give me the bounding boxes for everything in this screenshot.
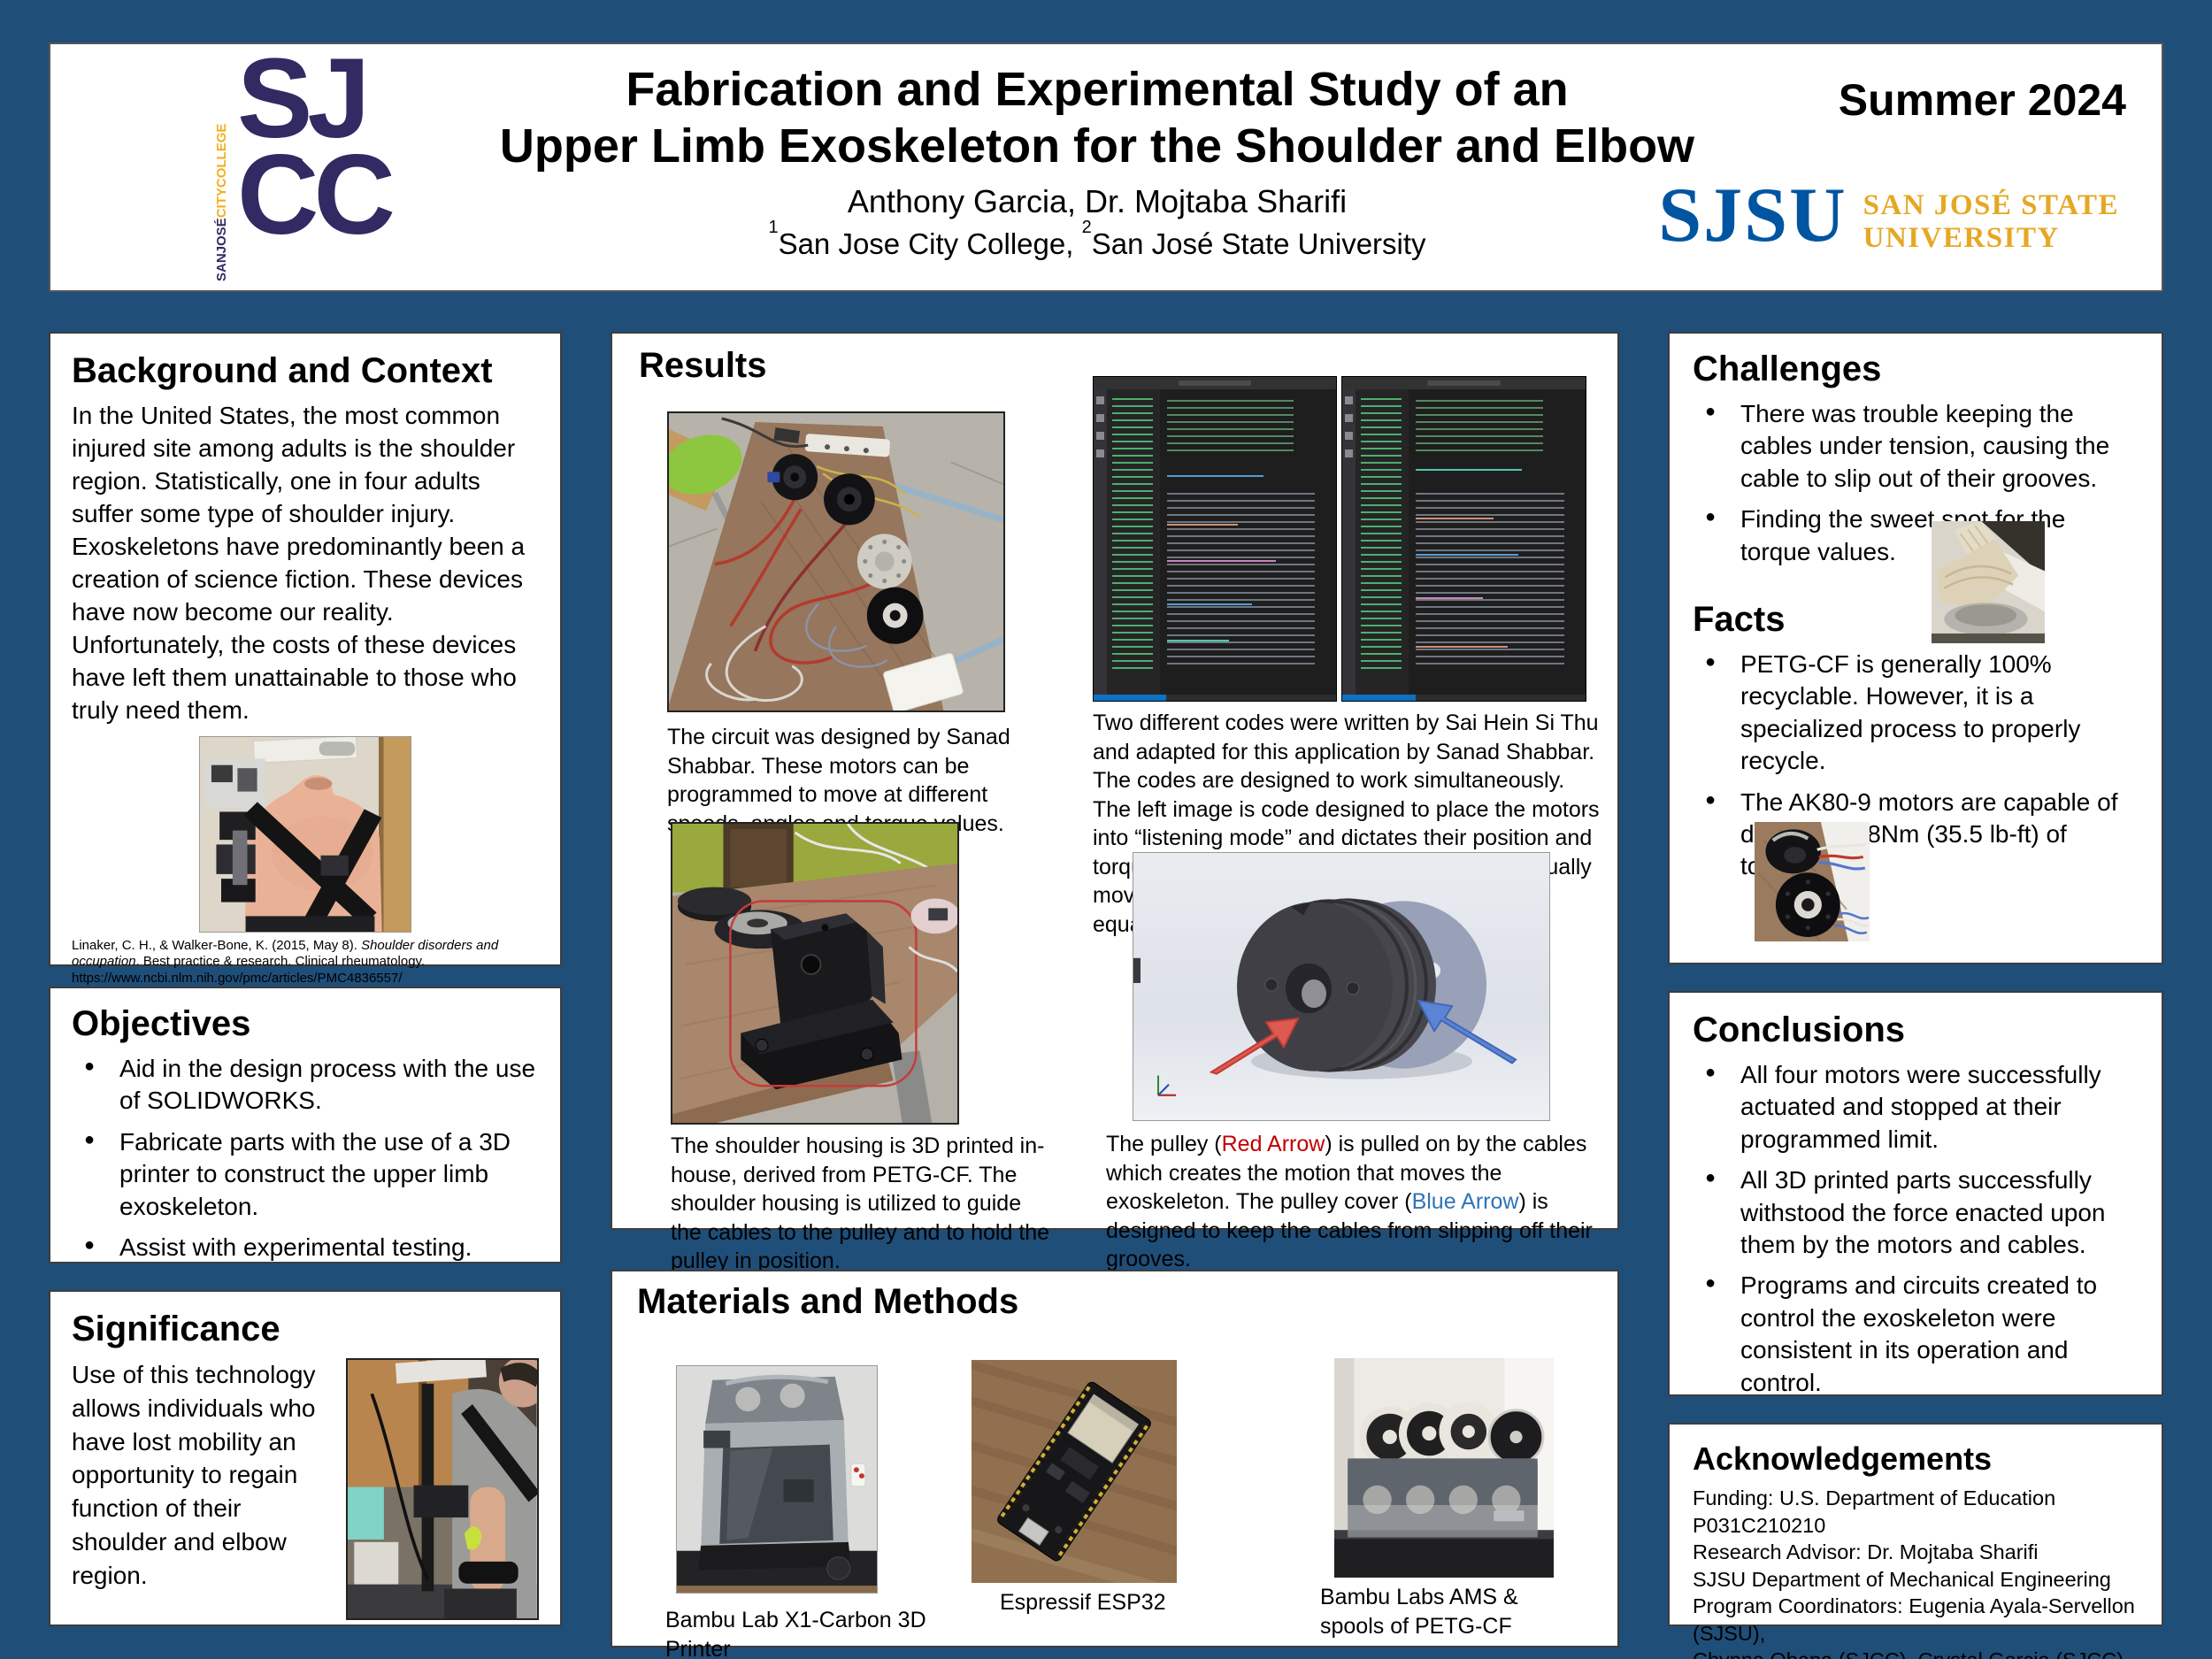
section-results: Results xyxy=(611,332,1619,1273)
conclusions-list: All four motors were successfully actuat… xyxy=(1693,1059,2139,1399)
sjcc-letters-row1: SJ xyxy=(237,35,371,162)
motor-circuit-photo xyxy=(667,411,1005,712)
pulley-caption-post: ) is designed to keep the cables from sl… xyxy=(1106,1189,1593,1271)
sjsu-abbr: SJSU xyxy=(1658,173,1847,258)
list-item: Aid in the design process with the use o… xyxy=(72,1053,539,1118)
code-window-right xyxy=(1341,376,1586,702)
sjsu-name-line1: SAN JOSÉ STATE xyxy=(1863,189,2119,221)
section-materials: Materials and Methods xyxy=(611,1270,1619,1659)
citation-italic: Shoulder disorders and occupation xyxy=(72,937,499,970)
list-item: There was trouble keeping the cables und… xyxy=(1693,398,2139,495)
pulley-caption: The pulley (Red Arrow) is pulled on by t… xyxy=(1106,1130,1609,1274)
sjcc-vertical-purple: SANJOSÉ xyxy=(214,218,229,281)
conclusions-heading: Conclusions xyxy=(1693,1010,1906,1049)
ack-line: Program Coordinators: Eugenia Ayala-Serv… xyxy=(1693,1594,2135,1645)
circuit-caption: The circuit was designed by Sanad Shabba… xyxy=(667,725,1010,836)
objectives-list: Aid in the design process with the use o… xyxy=(72,1053,539,1263)
facts-heading: Facts xyxy=(1693,599,1786,639)
affil2: San José State University xyxy=(1091,227,1426,261)
ams-caption: Bambu Labs AMS & spools of PETG-CF xyxy=(1320,1585,1518,1639)
affil2-sup: 2 xyxy=(1081,218,1092,238)
printer-caption: Bambu Lab X1-Carbon 3D Printer xyxy=(665,1608,926,1659)
pulley-caption-blue-arrow: Blue Arrow xyxy=(1411,1189,1519,1214)
citation-pre: Linaker, C. H., & Walker-Bone, K. (2015,… xyxy=(72,937,362,953)
section-background: Background and Context In the United Sta… xyxy=(49,332,562,986)
ack-line: Research Advisor: Dr. Mojtaba Sharifi xyxy=(1693,1540,2039,1564)
list-item: Assist with experimental testing. xyxy=(72,1232,539,1263)
poster-title-line2: Upper Limb Exoskeleton for the Shoulder … xyxy=(499,119,1695,173)
pulley-caption-pre: The pulley ( xyxy=(1106,1132,1222,1156)
ak80-motors-photo xyxy=(1755,822,1870,942)
significance-body: Use of this technology allows individual… xyxy=(72,1361,316,1589)
pulley-cad-image xyxy=(1133,852,1550,1121)
sjcc-logo: SANJOSÉCITYCOLLEGE SJ CC xyxy=(214,42,400,283)
list-item: All four motors were successfully actuat… xyxy=(1693,1059,2139,1156)
section-challenges-facts: Challenges There was trouble keeping the… xyxy=(1668,332,2163,964)
shoulder-housing-photo xyxy=(671,822,959,1125)
list-item: PETG-CF is generally 100% recyclable. Ho… xyxy=(1693,649,2139,778)
affiliations: 1San Jose City College, 2San José State … xyxy=(475,218,1719,261)
sjsu-logo: SJSU SAN JOSÉ STATE UNIVERSITY xyxy=(1658,177,2119,255)
list-item: Fabricate parts with the use of a 3D pri… xyxy=(72,1126,539,1223)
background-heading: Background and Context xyxy=(72,351,493,390)
ack-line: SJSU Department of Mechanical Engineerin… xyxy=(1693,1567,2111,1591)
pulley-caption-mid: ) is pulled on by the cables which creat… xyxy=(1106,1132,1587,1214)
list-item: Programs and circuits created to control… xyxy=(1693,1270,2139,1399)
poster-title-line1: Fabrication and Experimental Study of an xyxy=(626,63,1569,116)
sjsu-name-line2: UNIVERSITY xyxy=(1863,221,2060,254)
affil1-sup: 1 xyxy=(768,218,779,238)
section-acknowledgements: Acknowledgements Funding: U.S. Departmen… xyxy=(1668,1423,2163,1659)
ack-line: Funding: U.S. Department of Education P0… xyxy=(1693,1486,2056,1537)
objectives-heading: Objectives xyxy=(72,1004,251,1043)
section-significance: Significance Use of this technology allo… xyxy=(49,1290,562,1626)
esp32-caption: Espressif ESP32 xyxy=(1000,1590,1166,1615)
background-citation: Linaker, C. H., & Walker-Bone, K. (2015,… xyxy=(72,938,539,987)
exoskeleton-mannequin-photo xyxy=(199,735,411,933)
challenges-list: There was trouble keeping the cables und… xyxy=(1693,398,2139,568)
sjcc-vertical-gold: CITYCOLLEGE xyxy=(214,123,229,219)
challenges-heading: Challenges xyxy=(1693,349,1882,388)
code-screenshot xyxy=(1093,376,1586,702)
acknowledgements-heading: Acknowledgements xyxy=(1693,1440,1993,1477)
section-objectives: Objectives Aid in the design process wit… xyxy=(49,987,562,1263)
affil1: San Jose City College, xyxy=(778,227,1082,261)
citation-post: . Best practice & research. Clinical rhe… xyxy=(72,954,426,987)
results-heading: Results xyxy=(639,346,767,385)
printed-part-photo xyxy=(1932,521,2045,645)
term-label: Summer 2024 xyxy=(1838,75,2126,125)
list-item: All 3D printed parts successfully withst… xyxy=(1693,1164,2139,1261)
section-conclusions: Conclusions All four motors were success… xyxy=(1668,991,2163,1396)
housing-caption: The shoulder housing is 3D printed in-ho… xyxy=(671,1133,1050,1273)
printer-photo xyxy=(676,1365,878,1594)
background-body: In the United States, the most common in… xyxy=(72,402,526,724)
significance-heading: Significance xyxy=(72,1310,280,1348)
ams-photo xyxy=(1334,1358,1554,1578)
materials-heading: Materials and Methods xyxy=(637,1282,1019,1321)
pulley-caption-red-arrow: Red Arrow xyxy=(1221,1132,1325,1156)
esp32-photo xyxy=(951,1356,1197,1606)
sjcc-logo-vertical-text: SANJOSÉCITYCOLLEGE xyxy=(214,58,229,281)
exoskeleton-wearer-photo xyxy=(346,1358,539,1620)
authors: Anthony Garcia, Dr. Mojtaba Sharifi xyxy=(847,183,1348,220)
code-window-left xyxy=(1093,376,1337,702)
sjsu-name: SAN JOSÉ STATE UNIVERSITY xyxy=(1863,189,2119,255)
header-panel: SANJOSÉCITYCOLLEGE SJ CC Fabrication and… xyxy=(49,42,2163,292)
